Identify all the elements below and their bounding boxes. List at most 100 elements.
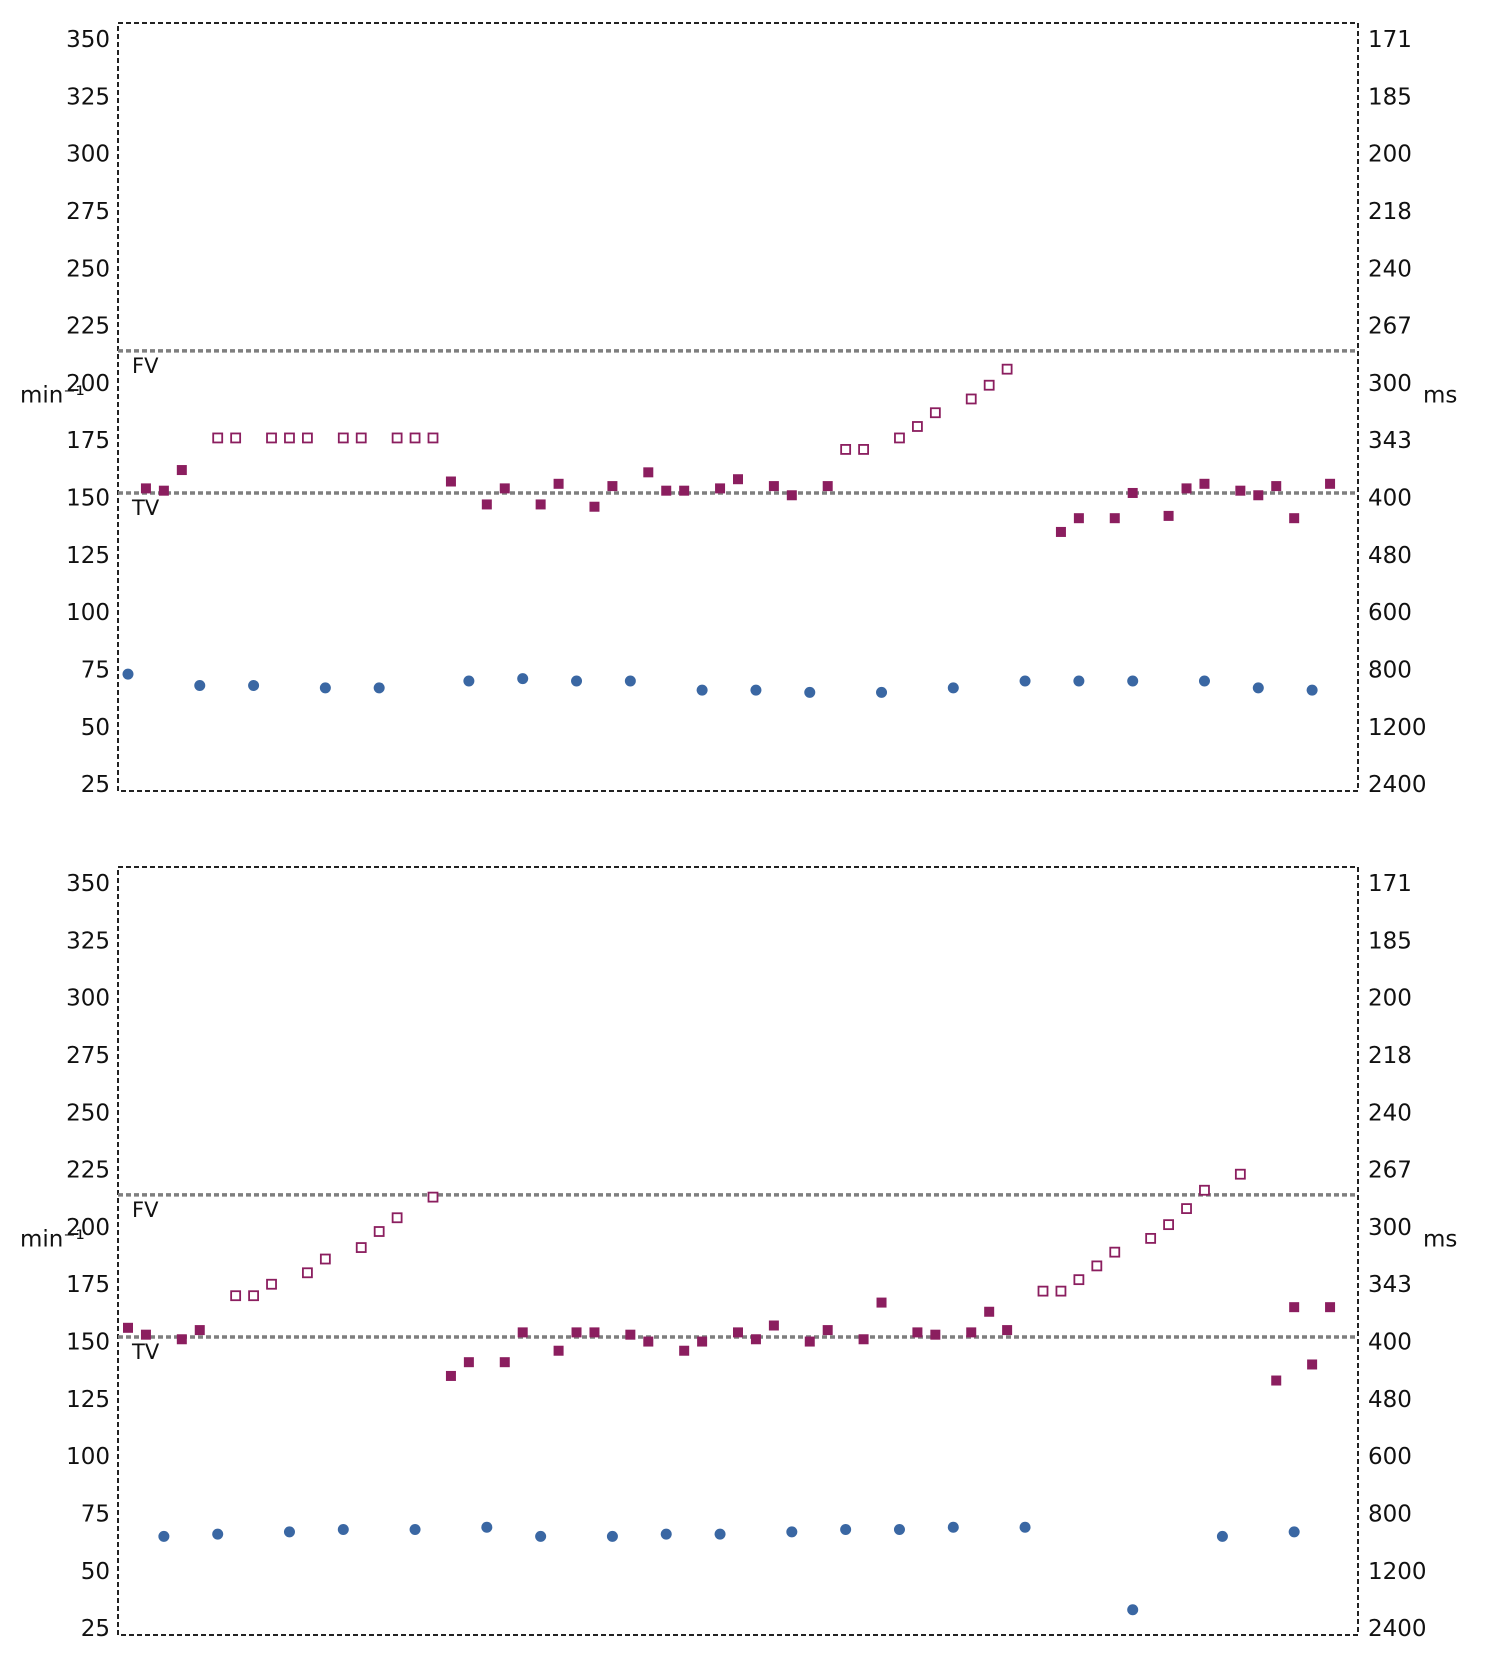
atrial-filled-point <box>1271 1375 1282 1386</box>
ventricular-point <box>1019 1521 1031 1533</box>
atrial-filled-point <box>858 1334 869 1345</box>
atrial-open-point <box>1073 1274 1085 1286</box>
atrial-open-point <box>212 432 224 444</box>
y-right-tick-label: 480 <box>1368 543 1412 569</box>
y-right-tick-label: 240 <box>1368 256 1412 282</box>
atrial-filled-point <box>930 1329 941 1340</box>
atrial-filled-point <box>1055 526 1066 537</box>
atrial-open-point <box>1037 1285 1049 1297</box>
atrial-open-point <box>983 379 995 391</box>
atrial-filled-point <box>697 1336 708 1347</box>
ventricular-point <box>804 686 816 698</box>
y-left-tick-label: 25 <box>81 1616 110 1642</box>
atrial-open-point <box>894 432 905 444</box>
y-left-tick-label: 175 <box>66 428 110 454</box>
ventricular-point <box>876 686 888 698</box>
atrial-filled-point <box>176 1334 187 1345</box>
atrial-open-point <box>840 444 852 455</box>
atrial-filled-point <box>1289 1302 1300 1313</box>
atrial-open-point <box>1181 1203 1192 1214</box>
ventricular-point <box>1019 675 1031 687</box>
ventricular-point <box>337 1524 349 1536</box>
atrial-filled-point <box>643 467 654 478</box>
ventricular-point <box>893 1524 905 1536</box>
atrial-filled-point <box>176 465 187 476</box>
atrial-filled-point <box>768 1320 779 1331</box>
atrial-open-point <box>1199 1184 1210 1196</box>
y-right-tick-label: 800 <box>1368 657 1412 683</box>
atrial-filled-point <box>499 483 510 494</box>
y-right-tick-label: 600 <box>1368 600 1412 626</box>
ventricular-point <box>947 682 959 694</box>
atrial-filled-point <box>158 485 169 496</box>
y-left-tick-label: 75 <box>81 1501 110 1527</box>
ventricular-point <box>248 680 260 692</box>
atrial-open-point <box>302 1267 313 1279</box>
atrial-filled-point <box>984 1306 995 1317</box>
threshold-label-fv: FV <box>132 1198 159 1222</box>
atrial-open-point <box>912 421 923 432</box>
y-left-tick-label: 25 <box>81 772 110 798</box>
y-right-tick-label: 267 <box>1368 1158 1412 1184</box>
ventricular-point <box>194 680 206 692</box>
atrial-open-point <box>391 432 403 444</box>
atrial-filled-point <box>822 481 833 492</box>
atrial-open-point <box>427 432 439 444</box>
atrial-filled-point <box>517 1327 528 1338</box>
ventricular-point <box>517 673 529 685</box>
y-left-tick-label: 150 <box>66 486 110 512</box>
atrial-filled-point <box>553 1345 564 1356</box>
atrial-open-point <box>373 1226 385 1237</box>
y-left-tick-label: 125 <box>66 1387 110 1413</box>
y-left-tick-label: 250 <box>66 1100 110 1126</box>
atrial-filled-point <box>1325 1302 1336 1313</box>
atrial-filled-point <box>1073 513 1084 524</box>
y-left-axis-label: min⁻¹ <box>20 1226 85 1252</box>
atrial-open-point <box>1109 1246 1121 1258</box>
atrial-filled-point <box>661 485 672 496</box>
y-left-tick-label: 325 <box>66 84 110 110</box>
atrial-filled-point <box>140 1329 151 1340</box>
y-left-tick-label: 350 <box>66 871 110 897</box>
ventricular-point <box>606 1530 618 1542</box>
atrial-filled-point <box>589 501 600 512</box>
y-right-tick-label: 800 <box>1368 1501 1412 1527</box>
atrial-open-point <box>427 1191 439 1203</box>
atrial-open-point <box>858 444 869 455</box>
ventricular-point <box>1216 1530 1228 1542</box>
ventricular-point <box>624 675 636 687</box>
y-left-tick-label: 125 <box>66 543 110 569</box>
ventricular-point <box>714 1528 726 1540</box>
atrial-filled-point <box>535 499 546 510</box>
y-left-tick-label: 100 <box>66 1444 110 1470</box>
atrial-filled-point <box>1163 510 1174 521</box>
y-left-tick-label: 225 <box>66 314 110 340</box>
y-left-tick-label: 200 <box>66 371 110 397</box>
atrial-filled-point <box>463 1357 474 1368</box>
atrial-filled-point <box>607 481 618 492</box>
atrial-filled-point <box>768 481 779 492</box>
atrial-filled-point <box>1002 1325 1013 1336</box>
atrial-filled-point <box>571 1327 582 1338</box>
ventricular-point <box>1127 675 1139 687</box>
atrial-open-point <box>284 432 295 444</box>
atrial-open-point <box>337 432 349 444</box>
ventricular-point <box>122 668 134 680</box>
atrial-open-point <box>409 432 421 444</box>
atrial-filled-point <box>750 1334 761 1345</box>
ventricular-point <box>1288 1526 1300 1538</box>
atrial-filled-point <box>733 1327 743 1338</box>
y-left-tick-label: 350 <box>66 27 110 53</box>
y-right-tick-label: 1200 <box>1368 1559 1427 1585</box>
plot-frame <box>117 866 1359 1636</box>
y-right-tick-label: 300 <box>1368 1215 1412 1241</box>
atrial-filled-point <box>679 485 690 496</box>
ventricular-point <box>481 1521 493 1533</box>
atrial-filled-point <box>140 483 151 494</box>
ventricular-point <box>750 684 762 696</box>
atrial-open-point <box>1001 363 1013 375</box>
atrial-filled-point <box>643 1336 654 1347</box>
ventricular-point <box>571 675 583 687</box>
atrial-open-point <box>319 1253 331 1265</box>
